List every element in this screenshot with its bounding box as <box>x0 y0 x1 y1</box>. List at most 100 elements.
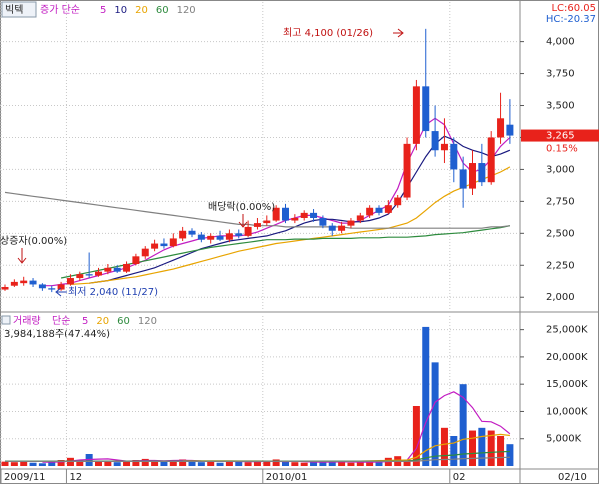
candle-body <box>478 163 486 183</box>
candle-body <box>338 225 346 231</box>
candle-body <box>76 274 84 279</box>
candle-body <box>403 143 411 198</box>
candle-body <box>497 118 505 138</box>
candle-body <box>263 220 271 224</box>
volume-bar <box>291 462 299 466</box>
candle-body <box>469 163 476 189</box>
volume-bar <box>272 459 280 466</box>
volume-summary: 3,984,188주(47.44%) <box>4 329 110 340</box>
volume-bar <box>38 463 46 466</box>
volume-bar <box>319 461 327 466</box>
legend-entry: 60 <box>156 5 169 16</box>
annotation: 상증자(0.00%) <box>0 235 67 247</box>
y-tick-label: 2,500 <box>546 228 575 239</box>
legend-entry: 20 <box>135 5 148 16</box>
candle-body <box>506 124 514 136</box>
volume-bar <box>197 462 205 466</box>
candle-body <box>328 225 336 231</box>
candle-body <box>141 248 149 257</box>
candle-body <box>291 217 299 221</box>
hc-label: HC:-20.37 <box>546 14 596 25</box>
legend-entry: 120 <box>138 316 157 327</box>
candle-body <box>300 212 308 218</box>
panel-menu[interactable] <box>1 315 11 325</box>
volume-bar <box>29 462 37 466</box>
candle-body <box>375 207 383 213</box>
candle-body <box>29 280 37 285</box>
volume-bar <box>141 458 149 466</box>
candle-body <box>487 137 495 183</box>
candle-body <box>38 284 46 289</box>
last-price-label: 3,265 <box>546 131 575 142</box>
volume-bar <box>506 444 514 466</box>
volume-bar <box>1 461 9 466</box>
legend-entry: 5 <box>82 316 88 327</box>
volume-bar <box>113 462 121 466</box>
volume-bar <box>10 462 18 466</box>
candle-body <box>10 281 18 286</box>
volume-bar <box>216 462 224 466</box>
volume-bar <box>57 460 65 466</box>
candle-body <box>356 215 364 221</box>
legend-entry: 20 <box>96 316 109 327</box>
candle-body <box>282 207 289 221</box>
candle-body <box>66 278 74 285</box>
last-price-box <box>521 129 599 142</box>
volume-bar <box>151 461 159 466</box>
volume-bar <box>104 461 112 466</box>
volume-bar <box>169 460 177 466</box>
candle-body <box>310 212 318 218</box>
volume-bar <box>76 461 84 466</box>
candle-body <box>244 226 252 236</box>
lc-label: LC:60.05 <box>551 3 596 14</box>
volume-bar <box>375 461 383 466</box>
volume-bar <box>188 461 196 466</box>
volume-bar <box>338 462 346 466</box>
volume-bar <box>179 459 187 466</box>
candle-body <box>319 217 327 226</box>
legend-entry: 10 <box>114 5 127 16</box>
candle-body <box>188 230 196 235</box>
candle-body <box>113 267 121 272</box>
volume-bar <box>412 406 420 466</box>
y-tick-label: 4,000 <box>546 37 575 48</box>
candle-body <box>132 256 140 264</box>
y-tick-label: 2,750 <box>546 196 575 207</box>
candle-body <box>450 143 458 170</box>
candle-body <box>20 280 28 284</box>
volume-bar <box>310 462 318 466</box>
y-tick-label: 25,000K <box>546 325 588 336</box>
y-tick-label: 3,750 <box>546 69 575 80</box>
annotation-arrow <box>393 28 404 38</box>
stock-name: 빅텍 <box>5 4 23 16</box>
candle-body <box>95 271 102 276</box>
candle-body <box>272 207 280 221</box>
legend-entry: 60 <box>117 316 130 327</box>
volume-bar <box>450 436 458 466</box>
candle-body <box>123 263 131 272</box>
y-tick-label: 3,000 <box>546 164 575 175</box>
candle-body <box>366 207 374 216</box>
volume-bar <box>422 326 430 466</box>
volume-bar <box>123 461 131 466</box>
candle-body <box>160 243 168 247</box>
stock-select[interactable] <box>1 1 37 18</box>
legend-entry: 5 <box>100 5 106 16</box>
candle-body <box>384 205 392 213</box>
candle-body <box>151 243 159 249</box>
volume-bar <box>244 462 252 466</box>
volume-bar <box>132 460 140 466</box>
volume-bar <box>403 459 411 466</box>
candle-body <box>412 86 420 144</box>
y-tick-label: 3,500 <box>546 101 575 112</box>
volume-bar <box>478 427 486 466</box>
volume-bar <box>300 462 308 466</box>
candle-body <box>253 223 261 227</box>
volume-bar <box>207 461 215 466</box>
y-tick-label: 5,000K <box>546 434 582 445</box>
annotation-arrow <box>55 287 67 297</box>
current-date: 02/10 <box>558 472 587 483</box>
volume-bar <box>347 462 355 466</box>
annotation: 배당락(0.00%) <box>208 201 275 213</box>
